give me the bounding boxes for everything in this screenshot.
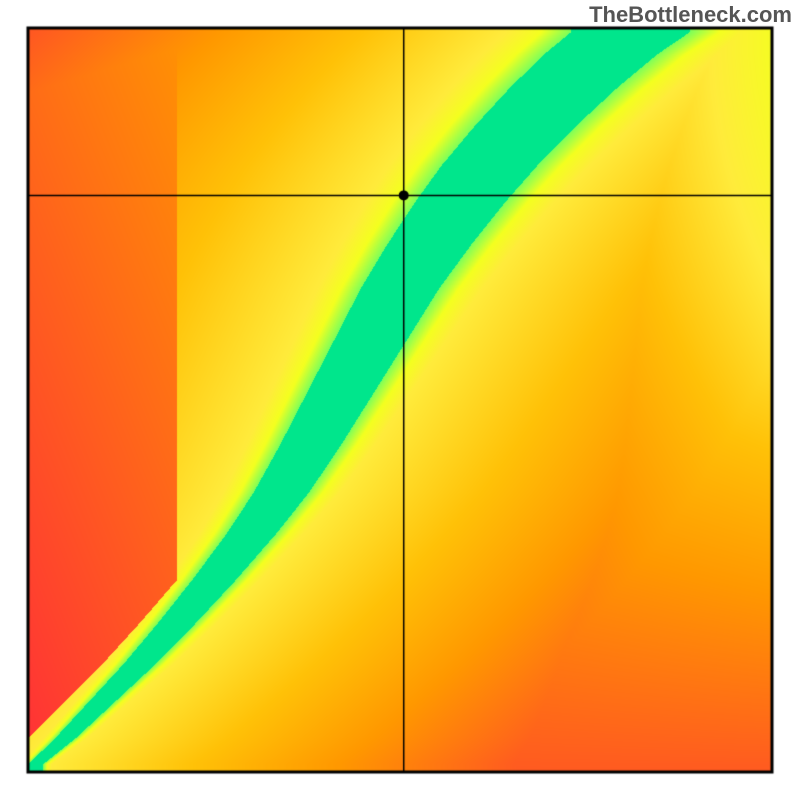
chart-container: TheBottleneck.com <box>0 0 800 800</box>
heatmap-canvas <box>0 0 800 800</box>
watermark-text: TheBottleneck.com <box>589 2 792 28</box>
